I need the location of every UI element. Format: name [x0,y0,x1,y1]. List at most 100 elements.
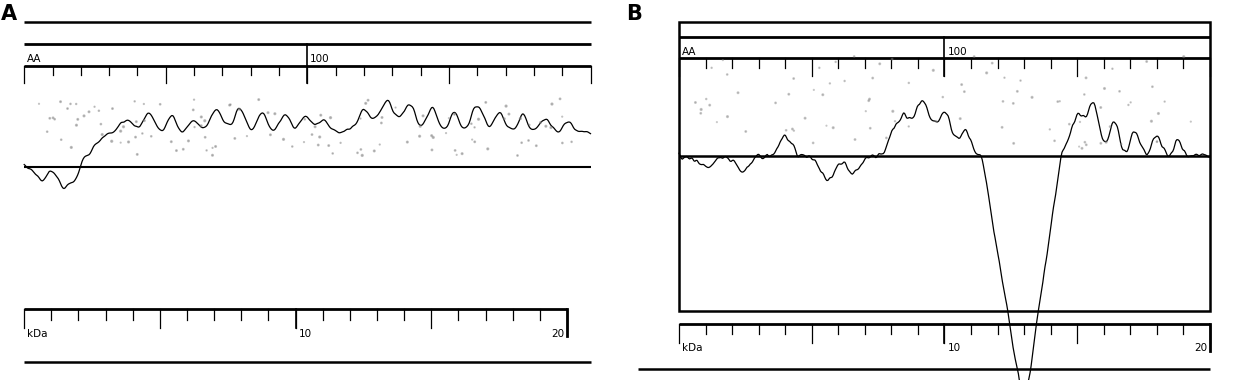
Point [409,133,429,139]
Point [184,97,203,103]
Text: 20: 20 [551,329,564,339]
Point [955,89,975,95]
Point [686,100,706,106]
Point [1048,98,1068,104]
Point [542,101,562,107]
Point [370,141,389,147]
Point [445,147,465,154]
Point [691,110,711,116]
Point [498,111,518,117]
Point [1003,140,1023,146]
Point [51,137,71,143]
Point [322,150,342,157]
Point [311,112,331,118]
Point [166,147,186,154]
Point [846,136,866,142]
Point [436,130,456,136]
Point [536,123,556,129]
Point [965,54,985,60]
Point [237,133,257,139]
Point [439,115,459,121]
Text: 20: 20 [1194,343,1207,353]
Point [993,98,1013,104]
Point [856,108,875,114]
Point [1076,142,1096,148]
Point [1111,141,1131,147]
Point [372,120,392,126]
Point [92,131,112,138]
Point [882,56,901,62]
Point [994,75,1014,81]
Point [150,101,170,107]
Point [134,117,154,124]
Point [932,94,952,100]
Point [397,139,417,145]
Point [1075,139,1095,145]
Point [1147,138,1167,144]
Point [813,92,833,98]
Point [133,130,153,136]
Point [184,107,203,113]
Point [1142,118,1162,124]
Point [520,122,539,128]
Point [735,128,755,135]
Point [161,139,181,145]
Point [784,76,804,82]
Point [977,70,997,76]
Point [45,116,64,122]
Point [141,133,161,139]
Point [495,116,515,122]
Point [67,122,87,128]
Point [859,96,879,102]
Point [195,134,215,140]
Point [91,121,110,127]
Point [804,140,823,146]
Point [453,150,472,157]
Point [1096,139,1116,145]
Point [125,98,145,104]
Point [103,106,123,112]
Point [202,145,222,151]
Point [1148,111,1168,117]
Text: AA: AA [27,54,42,64]
Point [1050,98,1070,104]
Point [1070,119,1090,125]
Point [365,148,384,154]
Point [74,113,94,119]
Text: A: A [0,4,16,24]
Point [469,116,489,122]
Point [553,140,573,146]
Point [197,147,217,154]
Point [221,101,241,108]
Point [477,146,497,152]
Point [372,114,392,120]
Point [185,124,205,130]
Point [446,152,466,158]
Point [119,139,139,145]
Point [776,127,796,133]
Point [356,100,376,106]
Point [79,109,99,115]
Point [294,139,314,145]
Point [274,136,294,142]
Point [174,146,193,152]
Text: kDa: kDa [682,343,702,353]
Point [861,125,880,131]
Point [1174,54,1194,60]
Point [765,100,785,106]
Point [899,124,919,130]
Point [826,59,846,65]
Point [191,123,211,129]
Point [1091,105,1111,111]
Text: 100: 100 [310,54,330,64]
Point [43,115,63,121]
Text: kDa: kDa [27,329,47,339]
Point [1011,78,1030,84]
Point [1074,92,1094,98]
Point [1003,100,1023,106]
Point [717,71,737,78]
Point [40,115,60,121]
Point [1142,84,1162,90]
Point [728,90,748,96]
Point [224,135,244,141]
